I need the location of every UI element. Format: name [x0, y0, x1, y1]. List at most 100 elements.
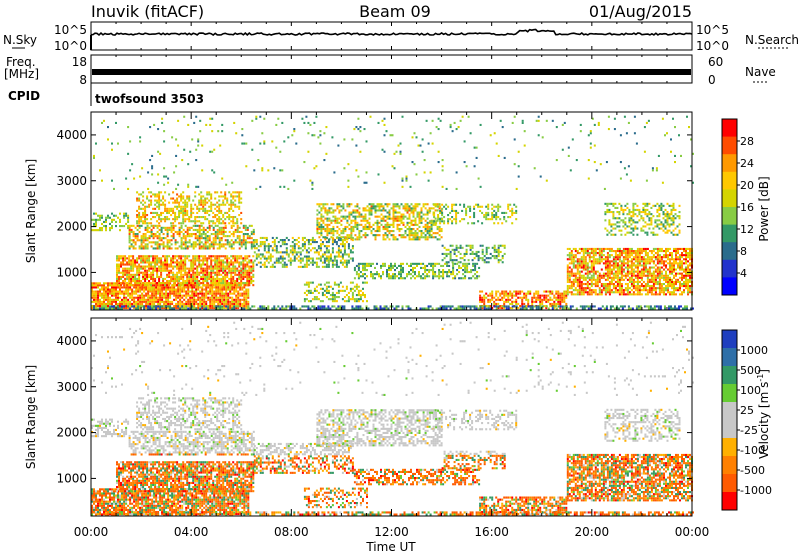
heatmap-cell: [204, 218, 207, 221]
heatmap-cell: [364, 266, 366, 269]
heatmap-cell: [398, 205, 401, 208]
heatmap-cell: [239, 292, 242, 295]
heatmap-cell: [166, 239, 169, 242]
heatmap-cell: [446, 264, 449, 267]
heatmap-cell: [459, 252, 462, 255]
heatmap-cell: [192, 267, 195, 270]
heatmap-cell: [483, 300, 486, 303]
heatmap-cell: [481, 211, 484, 214]
heatmap-cell: [140, 224, 143, 227]
heatmap-cell: [240, 282, 243, 285]
heatmap-cell: [612, 276, 615, 279]
heatmap-cell: [172, 235, 175, 238]
heatmap-cell: [116, 257, 118, 260]
heatmap-cell: [341, 241, 344, 244]
heatmap-cell: [182, 209, 185, 212]
heatmap-cell: [584, 260, 587, 263]
heatmap-cell: [209, 307, 212, 310]
heatmap-cell: [563, 292, 566, 295]
heatmap-cell: [99, 282, 101, 285]
heatmap-cell: [374, 230, 377, 233]
heatmap-cell: [145, 298, 148, 301]
heatmap-cell: [287, 259, 290, 262]
heatmap-cell: [340, 205, 343, 208]
heatmap-cell: [265, 265, 268, 268]
heatmap-cell: [267, 245, 270, 248]
heatmap-cell: [162, 233, 165, 236]
heatmap-cell: [352, 230, 355, 233]
heatmap-cell: [174, 239, 177, 242]
heatmap-cell: [143, 290, 146, 293]
heatmap-cell: [132, 284, 135, 287]
heatmap-cell: [177, 307, 180, 310]
heatmap-cell: [198, 199, 201, 202]
heatmap-cell: [432, 277, 435, 280]
heatmap-cell: [372, 262, 374, 265]
heatmap-cell: [602, 276, 605, 279]
heatmap-cell: [346, 203, 349, 206]
heatmap-cell: [497, 207, 500, 210]
heatmap-cell: [238, 197, 241, 200]
heatmap-cell: [446, 262, 449, 265]
heatmap-cell: [149, 300, 152, 303]
heatmap-cell: [154, 261, 157, 264]
heatmap-cell: [241, 294, 244, 297]
heatmap-cell: [229, 305, 232, 308]
heatmap-cell: [503, 294, 506, 297]
heatmap-cell: [337, 247, 340, 250]
heatmap-cell: [208, 245, 211, 248]
heatmap-cell: [588, 283, 591, 286]
heatmap-cell: [606, 256, 609, 259]
heatmap-cell: [372, 203, 375, 206]
heatmap-cell: [170, 239, 173, 242]
heatmap-cell: [578, 258, 581, 261]
heatmap-cell: [341, 289, 344, 292]
heatmap-cell: [179, 294, 182, 297]
heatmap-cell: [376, 230, 379, 233]
heatmap-cell: [338, 217, 341, 220]
heatmap-cell: [445, 255, 448, 258]
heatmap-cell: [182, 228, 185, 231]
heatmap-cell: [250, 282, 253, 285]
heatmap-cell: [386, 215, 389, 218]
heatmap-cell: [392, 215, 395, 218]
heatmap-cell: [285, 251, 288, 254]
heatmap-cell: [582, 268, 585, 271]
heatmap-cell: [152, 216, 155, 219]
heatmap-cell: [157, 300, 160, 303]
heatmap-cell: [430, 228, 433, 231]
heatmap-cell: [598, 258, 601, 261]
heatmap-cell: [211, 290, 214, 293]
heatmap-cell: [331, 243, 334, 246]
heatmap-cell: [358, 234, 361, 237]
heatmap-cell: [330, 236, 333, 239]
heatmap-cell: [275, 251, 278, 254]
heatmap-cell: [527, 292, 530, 295]
heatmap-cell: [335, 241, 338, 244]
heatmap-cell: [148, 265, 151, 268]
heatmap-cell: [604, 274, 607, 277]
heatmap-cell: [453, 209, 456, 212]
heatmap-cell: [153, 286, 156, 289]
heatmap-cell: [499, 292, 502, 295]
heatmap-cell: [316, 228, 319, 231]
heatmap-cell: [594, 250, 597, 253]
heatmap-cell: [408, 207, 411, 210]
heatmap-cell: [525, 298, 528, 301]
heatmap-cell: [438, 207, 441, 210]
heatmap-cell: [234, 255, 237, 258]
heatmap-cell: [202, 255, 205, 258]
heatmap-cell: [466, 266, 469, 269]
heatmap-cell: [120, 263, 122, 266]
heatmap-cell: [324, 236, 327, 239]
heatmap-cell: [420, 230, 423, 233]
heatmap-cell: [227, 300, 230, 303]
heatmap-cell: [170, 275, 173, 278]
heatmap-cell: [245, 305, 248, 308]
heatmap-cell: [606, 285, 609, 288]
heatmap-cell: [503, 292, 506, 295]
heatmap-cell: [97, 296, 99, 299]
heatmap-cell: [523, 296, 526, 299]
heatmap-cell: [168, 226, 171, 229]
heatmap-cell: [167, 300, 170, 303]
